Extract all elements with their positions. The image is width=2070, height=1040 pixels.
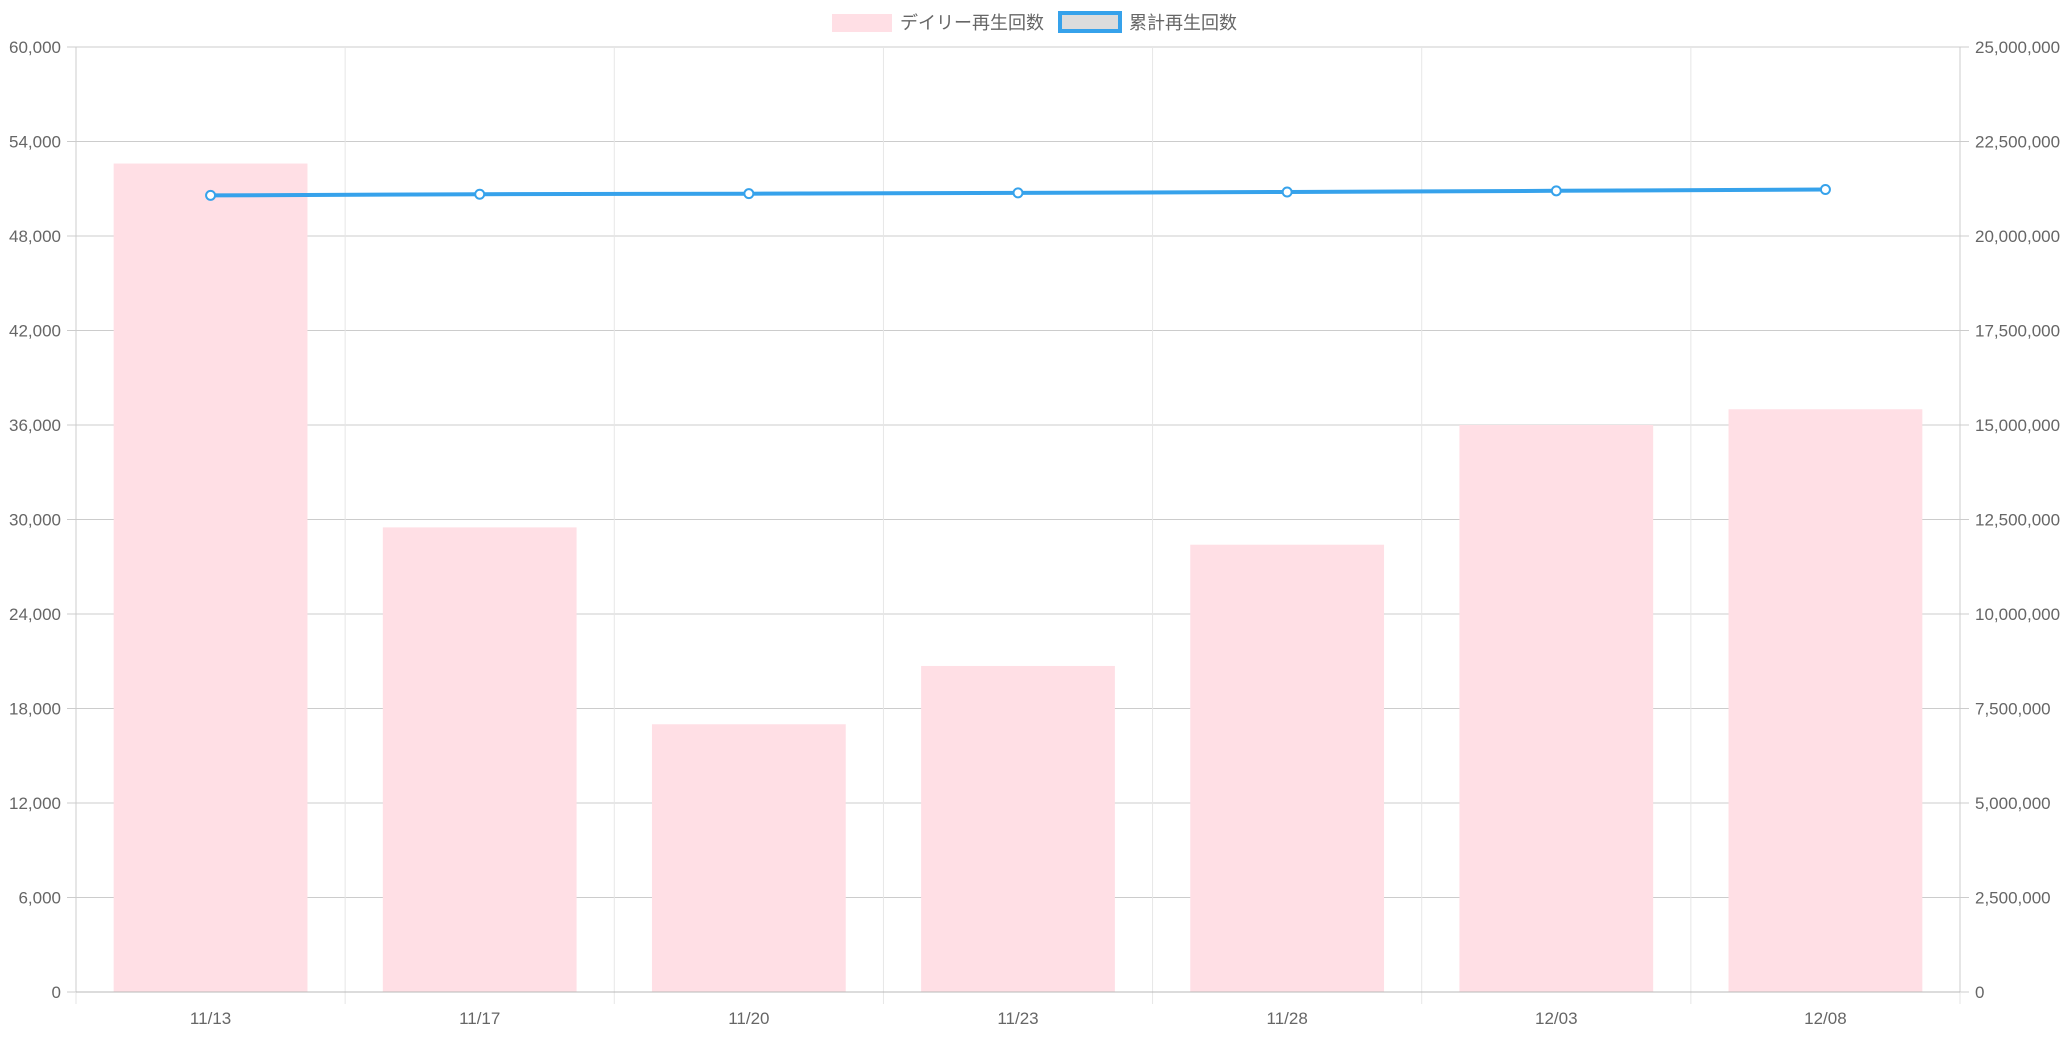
line-point-cumulative-plays[interactable] bbox=[1281, 186, 1293, 198]
legend-bar-swatch[interactable] bbox=[832, 14, 892, 32]
bar-series-layer bbox=[113, 163, 1923, 993]
left-axis-tick-label: 0 bbox=[52, 983, 61, 1002]
legend[interactable]: デイリー再生回数 累計再生回数 bbox=[832, 11, 1237, 33]
line-point-cumulative-plays[interactable] bbox=[743, 188, 755, 200]
x-axis-tick-label: 11/20 bbox=[728, 1009, 769, 1028]
left-axis-tick-label: 36,000 bbox=[9, 416, 61, 435]
left-axis-tick-label: 42,000 bbox=[9, 322, 61, 341]
right-axis-tick-label: 5,000,000 bbox=[1975, 794, 2051, 813]
right-axis-tick-label: 15,000,000 bbox=[1975, 416, 2060, 435]
line-point-cumulative-plays[interactable] bbox=[1550, 185, 1562, 197]
x-axis-tick-label: 11/17 bbox=[459, 1009, 500, 1028]
line-series-layer bbox=[205, 184, 1831, 201]
bar-daily-plays[interactable] bbox=[382, 527, 577, 992]
right-axis-tick-label: 12,500,000 bbox=[1975, 511, 2060, 530]
bar-daily-plays[interactable] bbox=[1190, 544, 1385, 992]
x-axis-tick-label: 11/23 bbox=[997, 1009, 1038, 1028]
left-axis-tick-label: 30,000 bbox=[9, 511, 61, 530]
right-axis-tick-label: 25,000,000 bbox=[1975, 38, 2060, 57]
x-axis-tick-label: 12/03 bbox=[1535, 1009, 1578, 1028]
line-point-cumulative-plays[interactable] bbox=[1012, 187, 1024, 199]
right-axis-tick-label: 7,500,000 bbox=[1975, 700, 2051, 719]
left-axis-tick-label: 6,000 bbox=[18, 889, 61, 908]
bar-daily-plays[interactable] bbox=[1728, 409, 1923, 992]
x-axis-tick-label: 12/08 bbox=[1804, 1009, 1847, 1028]
line-point-cumulative-plays[interactable] bbox=[474, 188, 486, 200]
bar-daily-plays[interactable] bbox=[113, 163, 308, 993]
bar-daily-plays[interactable] bbox=[651, 724, 846, 992]
x-axis-tick-label: 11/28 bbox=[1267, 1009, 1308, 1028]
right-axis-tick-label: 2,500,000 bbox=[1975, 889, 2051, 908]
left-axis-tick-label: 24,000 bbox=[9, 605, 61, 624]
right-axis-tick-label: 10,000,000 bbox=[1975, 605, 2060, 624]
line-point-cumulative-plays[interactable] bbox=[205, 189, 217, 201]
legend-bar-label[interactable]: デイリー再生回数 bbox=[900, 13, 1044, 33]
legend-line-label[interactable]: 累計再生回数 bbox=[1129, 13, 1237, 33]
legend-line-swatch[interactable] bbox=[1058, 11, 1122, 33]
left-axis-tick-label: 48,000 bbox=[9, 227, 61, 246]
right-axis-tick-label: 20,000,000 bbox=[1975, 227, 2060, 246]
line-point-cumulative-plays[interactable] bbox=[1819, 184, 1831, 196]
bar-daily-plays[interactable] bbox=[921, 665, 1115, 992]
x-axis-tick-label: 11/13 bbox=[190, 1009, 231, 1028]
bar-daily-plays[interactable] bbox=[1459, 425, 1654, 992]
left-axis-tick-label: 60,000 bbox=[9, 38, 61, 57]
left-axis-tick-label: 12,000 bbox=[9, 794, 61, 813]
right-axis-tick-label: 0 bbox=[1975, 983, 1984, 1002]
left-axis-tick-label: 54,000 bbox=[9, 133, 61, 152]
axis-layer: 60,000 25,000,000 54,000 22,500,000 48,000 20… bbox=[9, 38, 2060, 1028]
right-axis-tick-label: 17,500,000 bbox=[1975, 322, 2060, 341]
right-axis-tick-label: 22,500,000 bbox=[1975, 133, 2060, 152]
left-axis-tick-label: 18,000 bbox=[9, 700, 61, 719]
